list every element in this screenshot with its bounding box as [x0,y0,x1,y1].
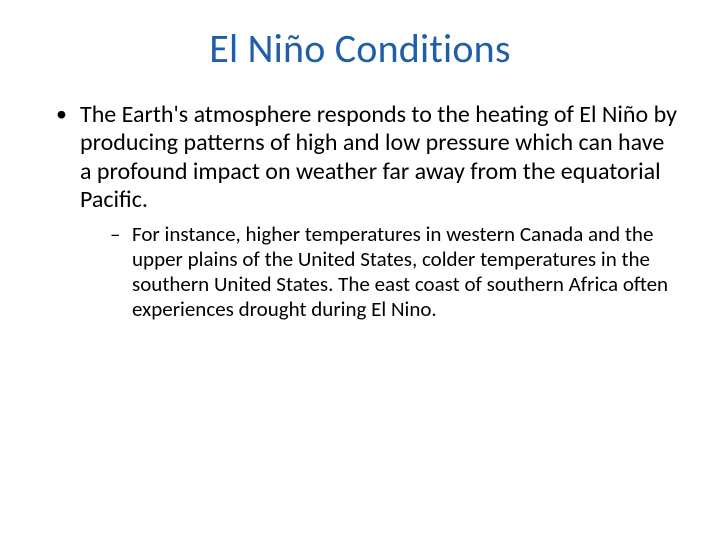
slide-title: El Niño Conditions [40,24,680,73]
slide-body: The Earth's atmosphere responds to the h… [40,101,680,321]
bullet-list: The Earth's atmosphere responds to the h… [40,101,680,321]
sub-bullet-text: For instance, higher temperatures in wes… [132,221,668,321]
bullet-text: The Earth's atmosphere responds to the h… [80,100,677,214]
bullet-item: The Earth's atmosphere responds to the h… [62,101,680,321]
slide: El Niño Conditions The Earth's atmospher… [0,0,720,540]
sub-bullet-list: For instance, higher temperatures in wes… [80,222,680,321]
sub-bullet-item: For instance, higher temperatures in wes… [114,222,680,321]
